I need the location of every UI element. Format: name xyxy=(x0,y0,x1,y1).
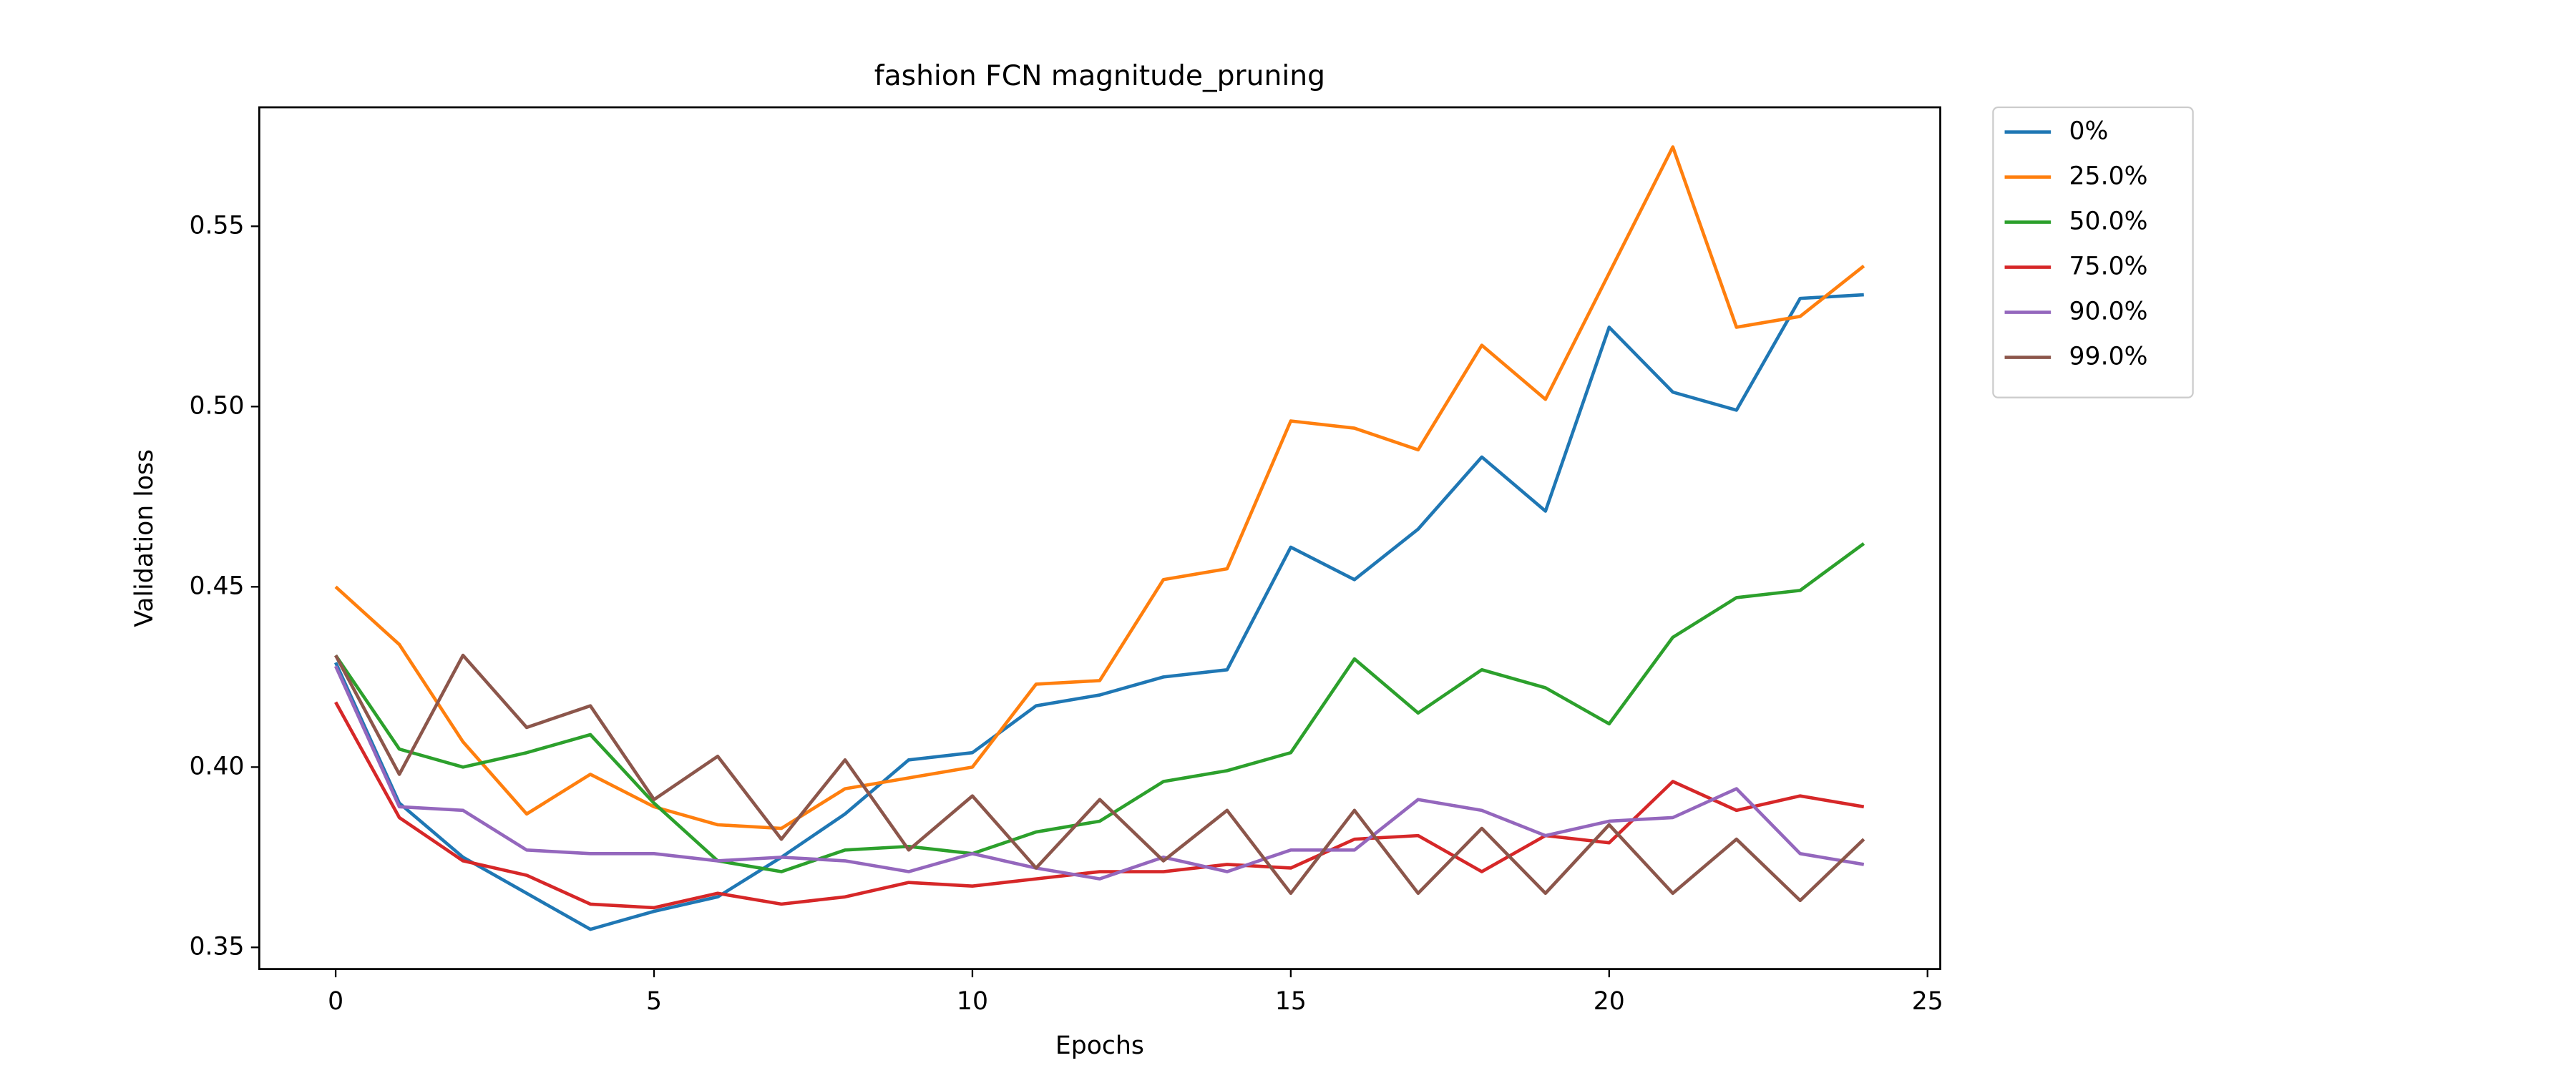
legend-label: 50.0% xyxy=(2069,207,2148,236)
plot-frame xyxy=(258,106,1941,970)
y-tick-label: 0.45 xyxy=(189,572,244,600)
x-tick-label: 5 xyxy=(646,987,662,1016)
y-tick-label: 0.50 xyxy=(189,391,244,420)
x-tick-label: 0 xyxy=(328,987,343,1016)
legend-label: 99.0% xyxy=(2069,343,2148,371)
line xyxy=(334,701,1865,910)
legend-label: 0% xyxy=(2069,117,2109,146)
y-tick-label: 0.55 xyxy=(189,211,244,240)
legend-box xyxy=(1992,106,2194,398)
line xyxy=(334,653,1865,903)
x-tick-label: 20 xyxy=(1594,987,1625,1016)
line xyxy=(333,293,1864,931)
line xyxy=(334,542,1865,873)
chart-title: fashion FCN magnitude_pruning xyxy=(874,60,1325,92)
legend-label: 90.0% xyxy=(2069,298,2148,326)
line xyxy=(334,145,1865,831)
x-tick-label: 10 xyxy=(957,987,988,1016)
x-tick-label: 15 xyxy=(1275,987,1307,1016)
legend-label: 25.0% xyxy=(2069,162,2148,191)
x-axis-label: Epochs xyxy=(1055,1032,1144,1060)
y-tick-label: 0.40 xyxy=(189,752,244,780)
y-tick-label: 0.35 xyxy=(189,932,244,961)
y-axis-label: Validation loss xyxy=(130,449,159,627)
line xyxy=(333,665,1865,881)
x-tick-label: 25 xyxy=(1912,987,1943,1016)
legend-label: 75.0% xyxy=(2069,253,2148,281)
